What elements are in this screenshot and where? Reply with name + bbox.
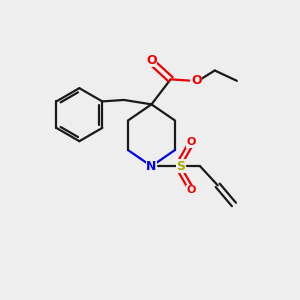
Text: O: O — [187, 137, 196, 147]
Text: S: S — [176, 160, 185, 173]
Text: N: N — [146, 160, 157, 173]
Text: O: O — [187, 185, 196, 195]
Text: O: O — [146, 54, 157, 67]
Text: O: O — [191, 74, 202, 87]
